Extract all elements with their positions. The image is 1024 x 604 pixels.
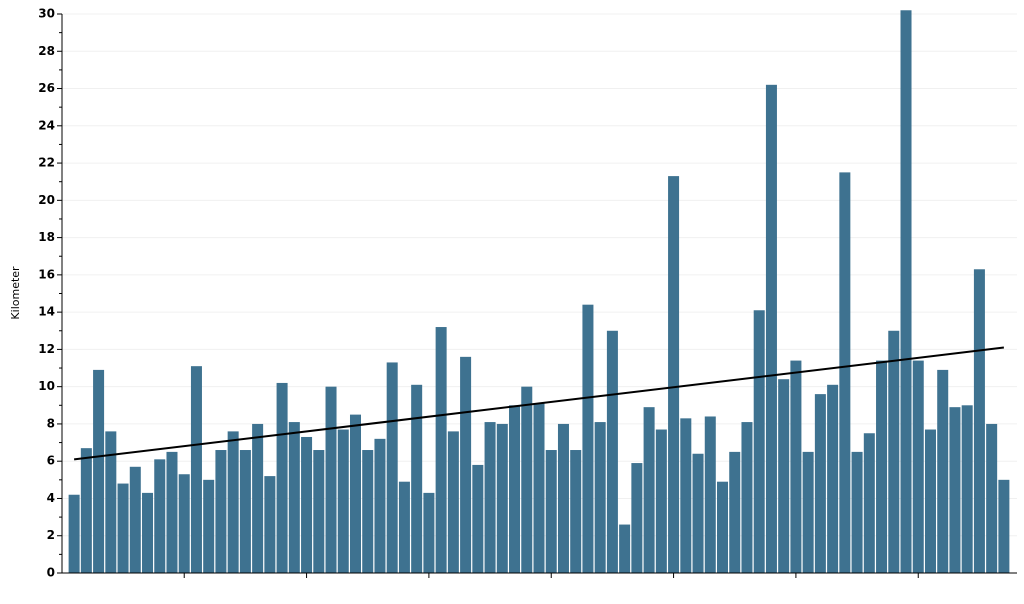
bar: [802, 451, 814, 573]
bar: [924, 429, 936, 573]
bar: [949, 407, 961, 573]
bar: [215, 450, 227, 573]
bar: [435, 327, 447, 573]
bar: [594, 422, 606, 573]
bar: [472, 464, 484, 573]
bar: [411, 384, 423, 573]
y-tick-label: 26: [38, 81, 55, 95]
y-tick-label: 22: [38, 156, 55, 170]
bar: [570, 450, 582, 573]
y-tick-label: 18: [38, 230, 55, 244]
bar: [362, 450, 374, 573]
bar: [447, 431, 459, 573]
y-tick-label: 12: [38, 342, 55, 356]
bar: [533, 403, 545, 573]
bar: [668, 176, 680, 574]
bar: [912, 360, 924, 573]
bar: [239, 450, 251, 573]
bar: [142, 492, 154, 573]
bar: [288, 422, 300, 573]
bar: [606, 330, 618, 573]
bar: [814, 394, 826, 573]
bar: [888, 330, 900, 573]
bar: [252, 423, 264, 573]
bar: [190, 366, 202, 573]
bar: [655, 429, 667, 573]
y-tick-label: 28: [38, 44, 55, 58]
bar: [937, 369, 949, 573]
bar: [325, 386, 337, 573]
y-tick-label: 6: [47, 454, 55, 468]
bar: [166, 451, 178, 573]
y-tick-label: 30: [38, 7, 55, 21]
bar: [961, 405, 973, 573]
bar: [545, 450, 557, 573]
y-tick-label: 24: [38, 118, 55, 132]
bar: [729, 451, 741, 573]
y-tick-label: 14: [38, 305, 55, 319]
bar: [423, 492, 435, 573]
bar: [827, 384, 839, 573]
bar: [276, 382, 288, 573]
bar: [717, 481, 729, 573]
bar: [557, 423, 569, 573]
bar: [313, 450, 325, 573]
bar: [154, 459, 166, 573]
bar: [582, 304, 594, 573]
bar: [460, 356, 472, 573]
y-tick-label: 0: [47, 566, 55, 580]
bar: [863, 433, 875, 573]
bar: [264, 476, 276, 573]
bar: [900, 10, 912, 574]
bar: [765, 84, 777, 573]
bar: [778, 379, 790, 573]
bar: [386, 362, 398, 573]
bar: [203, 479, 215, 573]
bar: [851, 451, 863, 573]
bar: [973, 269, 985, 573]
bar: [484, 422, 496, 573]
bar: [227, 431, 239, 573]
bar: [619, 524, 631, 573]
bar: [398, 481, 410, 573]
bar: [93, 369, 105, 573]
y-tick-label: 16: [38, 267, 55, 281]
bar: [374, 438, 386, 573]
trend-line: [73, 346, 1004, 461]
bar: [631, 463, 643, 573]
bar: [680, 418, 692, 573]
bar: [521, 386, 533, 573]
bar: [509, 405, 521, 573]
bar: [80, 448, 92, 573]
y-tick-label: 2: [47, 528, 55, 542]
bar: [790, 360, 802, 573]
bar: [105, 431, 117, 573]
bar: [349, 414, 361, 573]
bar: [704, 416, 716, 573]
y-tick-label: 10: [38, 379, 55, 393]
y-tick-label: 8: [47, 416, 55, 430]
bar: [741, 422, 753, 573]
bar: [998, 479, 1010, 573]
y-tick-label: 4: [47, 491, 55, 505]
bar: [337, 429, 349, 573]
bar: [986, 423, 998, 573]
bar: [117, 483, 129, 573]
bar: [643, 407, 655, 573]
y-axis-title: Kilometer: [9, 266, 22, 320]
bar: [876, 360, 888, 573]
bar: [753, 310, 765, 573]
bar: [692, 453, 704, 573]
bar: [839, 172, 851, 573]
bar: [68, 494, 80, 573]
bar: [301, 436, 313, 573]
bar: [129, 466, 141, 573]
bar: [496, 423, 508, 573]
bar: [178, 474, 190, 573]
y-tick-label: 20: [38, 193, 55, 207]
